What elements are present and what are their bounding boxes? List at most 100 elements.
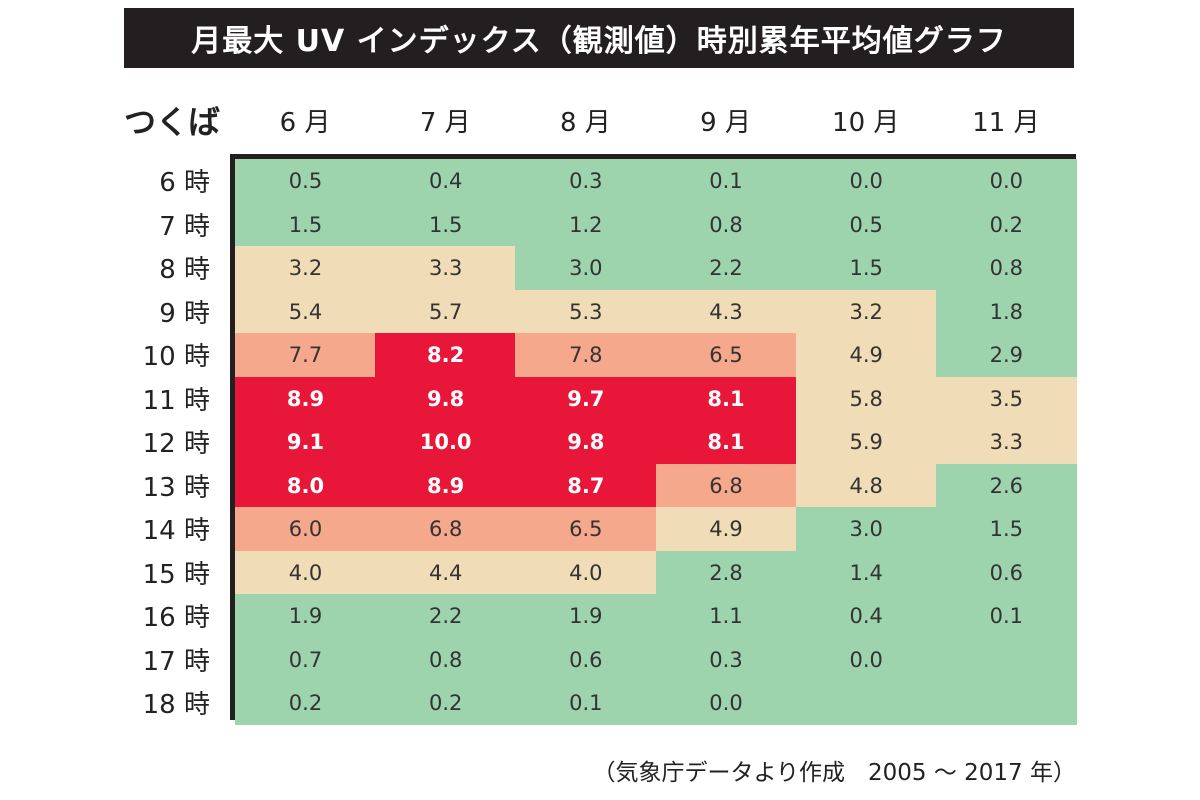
- heatmap-cell: 0.0: [795, 637, 937, 682]
- heatmap-cell: 6.8: [655, 463, 797, 508]
- month-header: 6 月: [279, 107, 331, 138]
- heatmap-cell: 6.5: [515, 507, 657, 551]
- heatmap-cell: 8.7: [515, 463, 657, 508]
- heatmap-cell: 1.2: [515, 202, 657, 247]
- heatmap-cell: 2.6: [935, 463, 1077, 508]
- heatmap-cell: 0.0: [935, 159, 1077, 203]
- heatmap-cell: 0.1: [655, 159, 797, 203]
- heatmap-cell: 2.2: [655, 246, 797, 290]
- month-header: 11 月: [972, 107, 1040, 138]
- heatmap-cell: 7.8: [515, 333, 657, 377]
- heatmap-cell: 3.3: [375, 246, 517, 290]
- heatmap-cell: 0.7: [235, 637, 376, 682]
- grid-frame-left: [230, 154, 235, 720]
- heatmap-cell: 9.8: [515, 420, 657, 464]
- heatmap-cell: 0.4: [375, 159, 517, 203]
- heatmap-cell: 9.8: [375, 376, 517, 421]
- hour-label: 11 時: [142, 385, 210, 416]
- hour-label: 15 時: [142, 559, 210, 590]
- heatmap-cell: 0.0: [795, 159, 937, 203]
- location-label: つくば: [124, 103, 221, 141]
- heatmap-cell: 1.9: [235, 594, 376, 638]
- heatmap-cell: 4.3: [655, 289, 797, 334]
- heatmap-cell: 9.7: [515, 376, 657, 421]
- heatmap-cell: 8.1: [655, 420, 797, 464]
- month-header: 8 月: [560, 107, 611, 138]
- heatmap-cell: 8.1: [655, 376, 797, 421]
- heatmap-cell: 3.0: [795, 507, 937, 551]
- hour-label: 9 時: [159, 298, 210, 329]
- heatmap-cell: 4.0: [235, 550, 376, 595]
- heatmap-cell: 1.4: [795, 550, 937, 595]
- heatmap-cell: 2.8: [655, 550, 797, 595]
- month-header: 10 月: [832, 107, 900, 138]
- heatmap-cell: 0.8: [655, 202, 797, 247]
- heatmap-cell: 0.5: [235, 159, 376, 203]
- heatmap-cell: 8.2: [375, 333, 517, 377]
- heatmap-cell: 1.1: [655, 594, 797, 638]
- heatmap-cell: 0.2: [935, 202, 1077, 247]
- heatmap-cell: 5.9: [795, 420, 937, 464]
- heatmap-cell: 1.5: [795, 246, 937, 290]
- heatmap-cell: 0.1: [515, 681, 657, 725]
- grid-frame-top: [230, 154, 1076, 159]
- heatmap-cell: 1.5: [375, 202, 517, 247]
- heatmap-cell: 3.2: [795, 289, 937, 334]
- heatmap-cell: 7.7: [235, 333, 376, 377]
- hour-label: 12 時: [142, 429, 210, 460]
- heatmap-cell: 5.4: [235, 289, 376, 334]
- heatmap-cell: 3.2: [235, 246, 376, 290]
- hour-label: 16 時: [142, 603, 210, 634]
- heatmap-cell: 4.9: [655, 507, 797, 551]
- source-note: （気象庁データより作成 2005 ～ 2017 年）: [592, 760, 1076, 786]
- heatmap-cell: 3.3: [935, 420, 1077, 464]
- hour-label: 6 時: [159, 168, 210, 199]
- heatmap-cell: 8.9: [235, 376, 376, 421]
- heatmap-cell: 8.0: [235, 463, 376, 508]
- heatmap-cell: 1.5: [235, 202, 376, 247]
- hour-label: 14 時: [142, 516, 210, 547]
- month-header: 9 月: [700, 107, 751, 138]
- heatmap-cell: 0.2: [235, 681, 376, 725]
- heatmap-cell: 0.5: [795, 202, 937, 247]
- heatmap-cell: 4.4: [375, 550, 517, 595]
- heatmap-cell: 4.8: [795, 463, 937, 508]
- heatmap-cell: 5.8: [795, 376, 937, 421]
- heatmap-cell: [795, 681, 937, 725]
- hour-label: 13 時: [142, 472, 210, 503]
- heatmap-cell: 10.0: [375, 420, 517, 464]
- hour-label: 8 時: [159, 255, 210, 286]
- hour-label: 10 時: [142, 342, 210, 373]
- heatmap-cell: 0.4: [795, 594, 937, 638]
- chart-title: 月最大 UV インデックス（観測値）時別累年平均値グラフ: [124, 8, 1074, 68]
- heatmap-cell: 2.9: [935, 333, 1077, 377]
- heatmap-cell: 8.9: [375, 463, 517, 508]
- heatmap-cell: 6.5: [655, 333, 797, 377]
- heatmap-cell: 0.8: [375, 637, 517, 682]
- heatmap-cell: 5.3: [515, 289, 657, 334]
- heatmap-cell: 9.1: [235, 420, 376, 464]
- heatmap-cell: [935, 637, 1077, 682]
- heatmap-cell: 0.3: [655, 637, 797, 682]
- heatmap-cell: 0.0: [655, 681, 797, 725]
- heatmap-cell: 3.5: [935, 376, 1077, 421]
- heatmap-cell: 6.0: [235, 507, 376, 551]
- heatmap-cell: 0.6: [935, 550, 1077, 595]
- hour-label: 17 時: [142, 646, 210, 677]
- heatmap-cell: 1.8: [935, 289, 1077, 334]
- hour-label: 7 時: [159, 211, 210, 242]
- heatmap-cell: 1.9: [515, 594, 657, 638]
- heatmap-cell: 0.3: [515, 159, 657, 203]
- heatmap-cell: 1.5: [935, 507, 1077, 551]
- heatmap-cell: 2.2: [375, 594, 517, 638]
- hour-label: 18 時: [142, 690, 210, 721]
- heatmap-cell: 0.2: [375, 681, 517, 725]
- month-header: 7 月: [419, 107, 471, 138]
- heatmap-cell: 4.9: [795, 333, 937, 377]
- heatmap-cell: [935, 681, 1077, 725]
- heatmap-cell: 3.0: [515, 246, 657, 290]
- heatmap-cell: 0.6: [515, 637, 657, 682]
- heatmap-cell: 6.8: [375, 507, 517, 551]
- heatmap-cell: 0.8: [935, 246, 1077, 290]
- heatmap-cell: 0.1: [935, 594, 1077, 638]
